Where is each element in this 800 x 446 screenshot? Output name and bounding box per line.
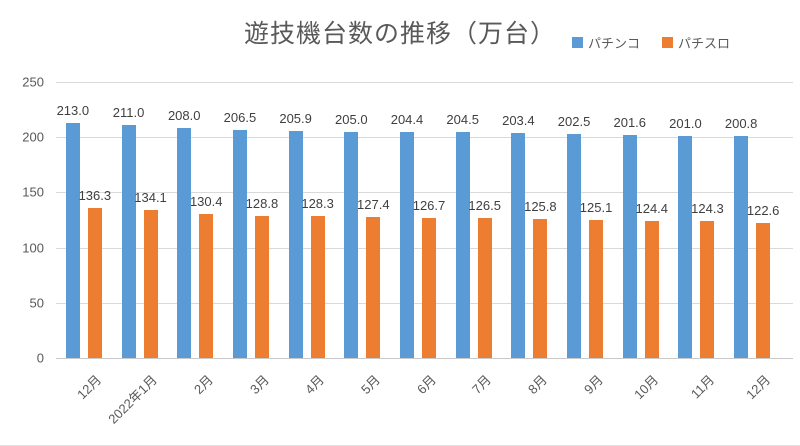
y-axis-tick-label: 100 [22, 240, 44, 256]
y-axis-tick-label: 0 [36, 350, 44, 366]
gridline [56, 82, 793, 83]
bar-series-1-cat-9 [589, 219, 604, 358]
y-axis-tick-label: 50 [29, 295, 44, 311]
value-label: 126.7 [412, 198, 446, 214]
x-axis-tick-label: 5月 [358, 372, 384, 398]
bar-series-1-cat-6 [422, 218, 436, 358]
value-label: 213.0 [56, 102, 90, 118]
value-label: 124.4 [635, 200, 669, 216]
bar-series-0-cat-4 [288, 130, 303, 358]
bar-series-1-cat-12 [756, 222, 771, 358]
value-label: 201.6 [613, 115, 647, 131]
x-axis-tick-label: 10月 [631, 372, 662, 403]
legend: パチンコ パチスロ [571, 33, 730, 52]
value-label: 127.4 [357, 197, 390, 213]
gridline [56, 137, 793, 139]
bar-series-1-cat-8 [533, 219, 548, 358]
x-axis-tick-label: 9月 [580, 372, 606, 398]
bar-series-0-cat-6 [400, 132, 414, 358]
bar-series-0-cat-11 [678, 136, 693, 358]
bar-series-0-cat-3 [232, 130, 247, 358]
bar-series-0-cat-7 [455, 132, 470, 358]
bar-series-1-cat-4 [310, 216, 325, 358]
value-label: 203.4 [502, 113, 535, 129]
value-label: 204.5 [446, 112, 479, 128]
x-axis-tick-label: 7月 [469, 372, 495, 398]
value-label: 134.1 [134, 189, 167, 205]
bar-series-1-cat-1 [143, 209, 158, 358]
bar-series-0-cat-12 [734, 136, 749, 358]
bar-series-1-cat-10 [644, 220, 659, 358]
bar-series-0-cat-5 [344, 131, 359, 358]
y-axis-tick-label: 200 [22, 129, 44, 145]
value-label: 211.0 [112, 105, 145, 121]
value-label: 136.3 [78, 187, 112, 203]
value-label: 128.3 [301, 196, 334, 212]
value-label: 125.1 [579, 199, 613, 215]
x-axis-tick-label: 8月 [525, 372, 551, 398]
value-label: 126.5 [468, 198, 501, 214]
value-label: 202.5 [557, 114, 591, 130]
bar-series-0-cat-8 [511, 133, 526, 358]
legend-swatch-icon [661, 37, 673, 48]
bar-series-0-cat-10 [622, 135, 637, 358]
legend-label: パチンコ [587, 36, 640, 51]
value-label: 205.9 [279, 110, 312, 126]
bar-series-0-cat-9 [567, 134, 582, 358]
bar-series-1-cat-5 [366, 217, 381, 358]
bar-series-0-cat-0 [65, 122, 80, 358]
y-axis-tick-label: 250 [22, 74, 44, 90]
value-label: 122.6 [746, 202, 780, 218]
value-label: 125.8 [524, 199, 557, 215]
x-axis-tick-label: 2月 [191, 372, 216, 398]
legend-item-0: パチンコ [571, 33, 640, 52]
x-axis-tick-label: 3月 [246, 372, 272, 398]
bar-series-1-cat-2 [199, 214, 214, 358]
value-label: 130.4 [189, 194, 223, 210]
bar-series-1-cat-7 [477, 218, 492, 358]
bar-series-0-cat-2 [177, 128, 192, 358]
x-axis-tick-label: 11月 [687, 372, 718, 402]
value-label: 124.3 [691, 200, 724, 216]
chart-title: 遊技機台数の推移（万台） [243, 20, 556, 48]
bar-series-1-cat-0 [87, 207, 102, 358]
x-axis-tick-label: 6月 [413, 372, 439, 398]
x-axis-tick-label: 4月 [302, 372, 328, 398]
value-label: 205.0 [335, 111, 368, 127]
value-label: 128.8 [245, 195, 279, 211]
value-label: 208.0 [167, 108, 201, 124]
value-label: 201.0 [669, 116, 702, 132]
bar-series-1-cat-11 [700, 220, 715, 358]
gridline [56, 192, 793, 194]
x-axis-tick-label: 12月 [74, 372, 105, 403]
bar-series-0-cat-1 [121, 125, 136, 358]
legend-swatch-icon [571, 37, 583, 48]
legend-item-1: パチスロ [661, 33, 730, 52]
x-axis-tick-label: 12月 [742, 372, 773, 403]
x-axis-line [56, 358, 793, 359]
bar-series-1-cat-3 [254, 215, 269, 358]
y-axis-tick-label: 150 [22, 184, 44, 200]
value-label: 200.8 [724, 116, 758, 132]
value-label: 206.5 [223, 110, 257, 126]
value-label: 204.4 [390, 112, 424, 128]
legend-label: パチスロ [677, 36, 730, 51]
x-axis-tick-label: 2022年1月 [105, 372, 161, 427]
